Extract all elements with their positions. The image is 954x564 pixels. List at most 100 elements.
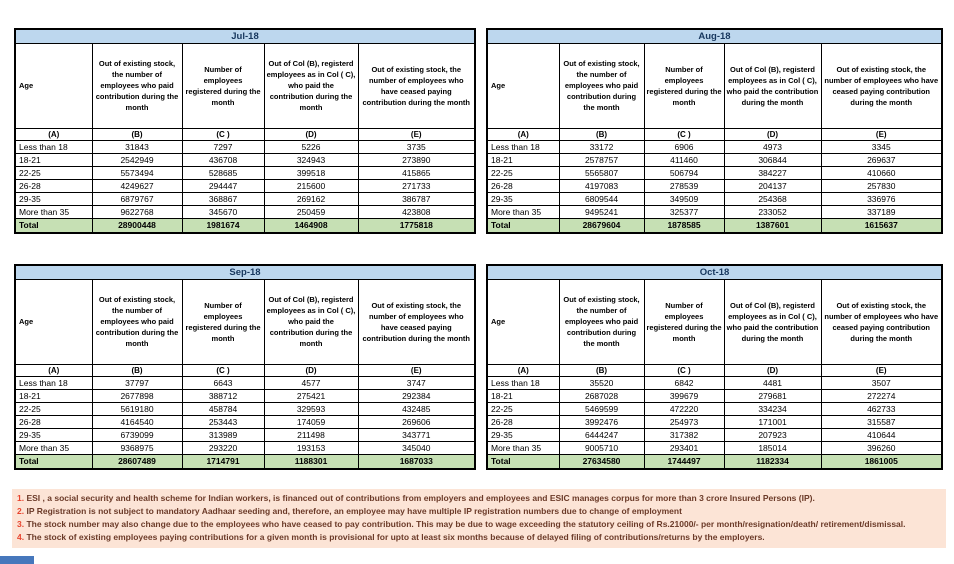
value-cell: 37797	[91, 375, 183, 390]
value-cell: 269606	[357, 414, 476, 429]
column-letter: (C )	[643, 127, 725, 141]
value-cell: 174059	[263, 414, 359, 429]
column-letter: (C )	[643, 363, 725, 377]
column-header: Number of employees registered during th…	[181, 42, 265, 129]
total-value: 1687033	[357, 453, 476, 470]
total-label: Total	[14, 453, 93, 470]
column-letter: (B)	[91, 363, 183, 377]
column-header-age: Age	[486, 42, 560, 129]
column-letter: (A)	[486, 127, 560, 141]
column-letter: (D)	[723, 363, 822, 377]
value-cell: 3747	[357, 375, 476, 390]
footnote-text: IP Registration is not subject to mandat…	[26, 506, 682, 516]
value-cell: 254973	[643, 414, 725, 429]
age-cell: 26-28	[486, 178, 560, 193]
value-cell: 204137	[723, 178, 822, 193]
table-row: 18-21 2578757 411460 306844 269637	[486, 152, 943, 167]
age-cell: 18-21	[486, 388, 560, 403]
value-cell: 472220	[643, 401, 725, 416]
value-cell: 5573494	[91, 165, 183, 180]
value-cell: 4481	[723, 375, 822, 390]
total-value: 1981674	[181, 217, 265, 234]
value-cell: 5619180	[91, 401, 183, 416]
value-cell: 313989	[181, 427, 265, 442]
column-header: Number of employees registered during th…	[643, 278, 725, 365]
table-title: Sep-18	[14, 264, 476, 280]
value-cell: 3735	[357, 139, 476, 154]
column-header: Out of existing stock, the number of emp…	[91, 278, 183, 365]
value-cell: 193153	[263, 440, 359, 455]
value-cell: 253443	[181, 414, 265, 429]
value-cell: 458784	[181, 401, 265, 416]
table-row: 26-28 4249627 294447 215600 271733	[14, 178, 476, 193]
value-cell: 432485	[357, 401, 476, 416]
total-row: Total 27634580 1744497 1182334 1861005	[486, 453, 943, 470]
value-cell: 462733	[820, 401, 943, 416]
column-letter: (A)	[14, 127, 93, 141]
value-cell: 171001	[723, 414, 822, 429]
value-cell: 315587	[820, 414, 943, 429]
footnote-line: 4. The stock of existing employees payin…	[17, 531, 941, 544]
value-cell: 336976	[820, 191, 943, 206]
footnote-line: 3. The stock number may also change due …	[17, 518, 941, 531]
table-row: 22-25 5565807 506794 384227 410660	[486, 165, 943, 180]
value-cell: 7297	[181, 139, 265, 154]
value-cell: 528685	[181, 165, 265, 180]
value-cell: 271733	[357, 178, 476, 193]
age-cell: 18-21	[14, 152, 93, 167]
value-cell: 4164540	[91, 414, 183, 429]
table-row: 29-35 6739099 313989 211498 343771	[14, 427, 476, 442]
value-cell: 423808	[357, 204, 476, 219]
total-value: 1714791	[181, 453, 265, 470]
footnote-text: The stock of existing employees paying c…	[26, 532, 765, 542]
column-header: Out of Col (B), registerd employees as i…	[263, 42, 359, 129]
value-cell: 3507	[820, 375, 943, 390]
month-table-aug-18: Aug-18 Age Out of existing stock, the numb…	[486, 28, 943, 234]
age-cell: 26-28	[14, 414, 93, 429]
table-row: Less than 18 35520 6842 4481 3507	[486, 375, 943, 390]
value-cell: 325377	[643, 204, 725, 219]
table-title: Oct-18	[486, 264, 943, 280]
value-cell: 411460	[643, 152, 725, 167]
table-row: 18-21 2542949 436708 324943 273890	[14, 152, 476, 167]
total-value: 27634580	[558, 453, 645, 470]
value-cell: 399679	[643, 388, 725, 403]
value-cell: 345670	[181, 204, 265, 219]
value-cell: 4197083	[558, 178, 645, 193]
table-row: 29-35 6879767 368867 269162 386787	[14, 191, 476, 206]
column-header: Out of existing stock, the number of emp…	[820, 278, 943, 365]
age-cell: More than 35	[14, 440, 93, 455]
value-cell: 2542949	[91, 152, 183, 167]
value-cell: 343771	[357, 427, 476, 442]
table-row: More than 35 9368975 293220 193153 345040	[14, 440, 476, 455]
value-cell: 6906	[643, 139, 725, 154]
table-row: Less than 18 37797 6643 4577 3747	[14, 375, 476, 390]
total-value: 1878585	[643, 217, 725, 234]
age-cell: More than 35	[14, 204, 93, 219]
column-letter: (E)	[357, 363, 476, 377]
footnote-number: 2.	[17, 506, 25, 516]
total-value: 1744497	[643, 453, 725, 470]
age-cell: 29-35	[14, 427, 93, 442]
column-header: Number of employees registered during th…	[181, 278, 265, 365]
footnote-text: ESI , a social security and health schem…	[26, 493, 815, 503]
value-cell: 9368975	[91, 440, 183, 455]
value-cell: 410660	[820, 165, 943, 180]
total-label: Total	[486, 217, 560, 234]
table-title: Jul-18	[14, 28, 476, 44]
value-cell: 345040	[357, 440, 476, 455]
value-cell: 9005710	[558, 440, 645, 455]
table-row: More than 35 9005710 293401 185014 396260	[486, 440, 943, 455]
value-cell: 436708	[181, 152, 265, 167]
table-row: 26-28 4164540 253443 174059 269606	[14, 414, 476, 429]
month-table-jul-18: Jul-18 Age Out of existing stock, the numb…	[14, 28, 476, 234]
total-value: 28900448	[91, 217, 183, 234]
value-cell: 334234	[723, 401, 822, 416]
table-row: More than 35 9622768 345670 250459 423808	[14, 204, 476, 219]
age-cell: More than 35	[486, 204, 560, 219]
month-table-sep-18: Sep-18 Age Out of existing stock, the numb…	[14, 264, 476, 470]
value-cell: 250459	[263, 204, 359, 219]
value-cell: 292384	[357, 388, 476, 403]
total-value: 1464908	[263, 217, 359, 234]
value-cell: 293401	[643, 440, 725, 455]
